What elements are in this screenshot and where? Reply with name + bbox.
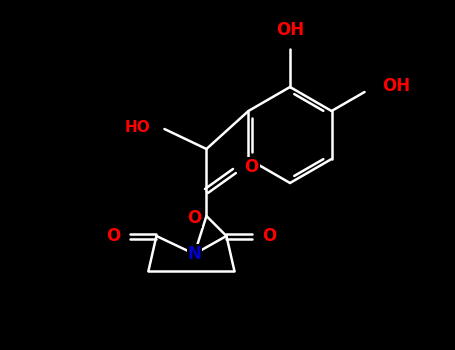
Text: O: O [244,158,259,176]
Text: HO: HO [125,119,151,134]
Text: OH: OH [276,21,304,39]
Text: OH: OH [383,77,411,95]
Text: N: N [187,245,202,263]
Text: O: O [106,227,121,245]
Text: O: O [263,227,277,245]
Text: O: O [187,209,202,227]
